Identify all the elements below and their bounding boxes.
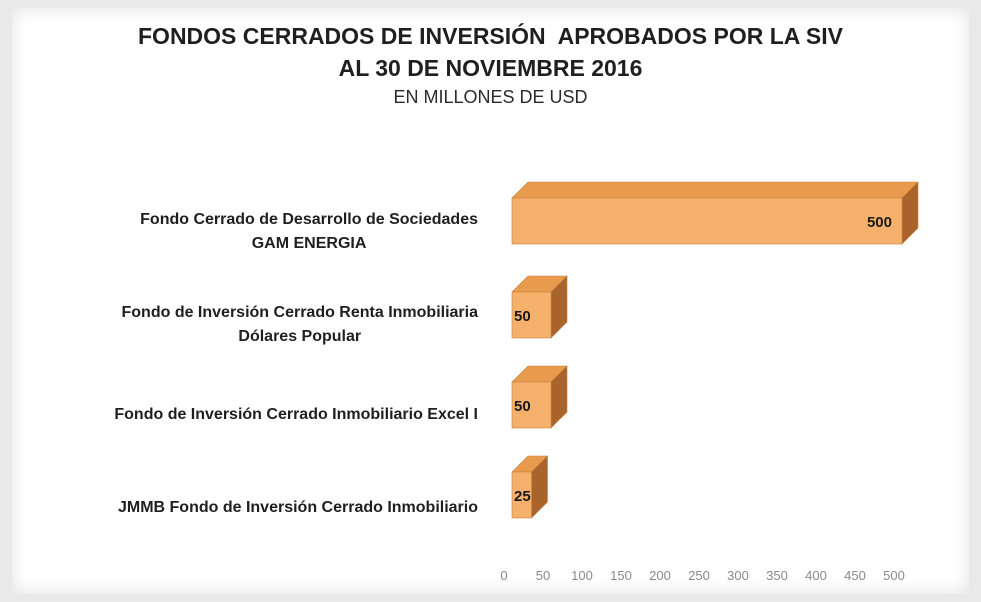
x-tick-label: 300 (727, 568, 749, 583)
bar (511, 197, 903, 245)
category-label: Fondo de Inversión Cerrado Renta Inmobil… (122, 304, 479, 321)
x-tick-label: 50 (536, 568, 550, 583)
chart-title-line-2: AL 30 DE NOVIEMBRE 2016 (338, 55, 643, 81)
category-label: Dólares Popular (238, 328, 361, 345)
x-tick-label: 100 (571, 568, 593, 583)
x-tick-label: 350 (766, 568, 788, 583)
data-label: 50 (514, 398, 531, 415)
category-label: Fondo Cerrado de Desarrollo de Sociedade… (140, 211, 478, 228)
bar (511, 381, 552, 429)
data-label: 50 (514, 308, 531, 325)
bar (511, 471, 532, 519)
x-tick-label: 250 (688, 568, 710, 583)
x-tick-label: 500 (883, 568, 905, 583)
x-tick-label: 0 (500, 568, 507, 583)
data-label: 500 (867, 214, 892, 231)
data-label: 25 (514, 488, 531, 505)
x-tick-label: 400 (805, 568, 827, 583)
category-label: GAM ENERGIA (252, 235, 367, 252)
x-tick-label: 200 (649, 568, 671, 583)
chart-subtitle: EN MILLONES DE USD (393, 87, 588, 107)
category-label: JMMB Fondo de Inversión Cerrado Inmobili… (118, 499, 478, 516)
x-tick-label: 150 (610, 568, 632, 583)
chart-area (12, 8, 969, 594)
category-label: Fondo de Inversión Cerrado Inmobiliario … (114, 406, 478, 423)
x-tick-label: 450 (844, 568, 866, 583)
bar-top-face (511, 181, 919, 199)
chart-title-line-1: FONDOS CERRADOS DE INVERSIÓN APROBADOS P… (138, 23, 843, 49)
chart-title-block: FONDOS CERRADOS DE INVERSIÓN APROBADOS P… (0, 20, 981, 110)
bar (511, 291, 552, 339)
